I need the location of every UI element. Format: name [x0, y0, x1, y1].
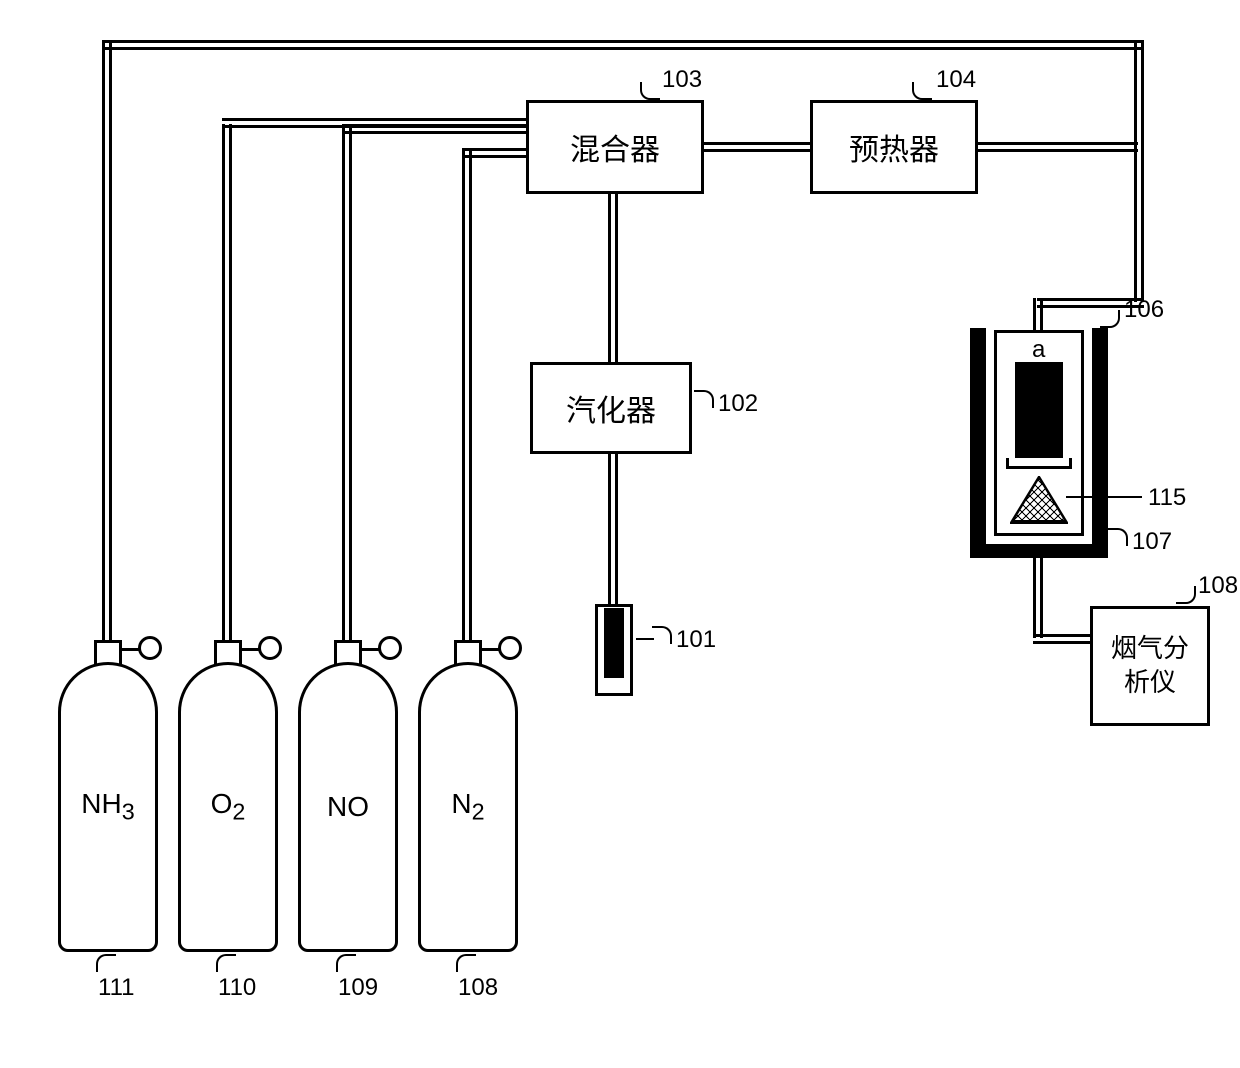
- preheater-label: 预热器: [849, 125, 939, 169]
- pipe-n2: [462, 148, 472, 642]
- support-leg-l: [1006, 458, 1009, 468]
- cyl-no-callout: [336, 954, 356, 972]
- furnace-bottom: [970, 544, 1108, 558]
- pipe-mixer-vaporizer: [608, 194, 618, 362]
- cyl-no-label: NO: [327, 791, 369, 823]
- cyl-n2-valve: [498, 636, 522, 660]
- cyl-o2-num: 110: [218, 974, 256, 1002]
- catalyst-block: [1015, 362, 1063, 458]
- pipe-to-analyzer: [1033, 634, 1091, 644]
- vaporizer-num: 102: [718, 390, 758, 418]
- support-leg-r: [1069, 458, 1072, 468]
- syringe-callout: [652, 626, 672, 644]
- pipe-reactor-out: [1033, 558, 1043, 638]
- furnace-left: [970, 328, 986, 558]
- vaporizer-box: 汽化器: [530, 362, 692, 454]
- cyl-no-valve: [378, 636, 402, 660]
- pipe-right-down: [1134, 40, 1144, 302]
- reactor-115-lead: [1066, 496, 1142, 498]
- pipe-no: [342, 124, 352, 642]
- cyl-nh3-neck: [94, 640, 122, 664]
- analyzer-label: 烟气分 析仪: [1111, 632, 1189, 700]
- diagram-canvas: 混合器 103 预热器 104 汽化器 102 101 a 106 11: [0, 0, 1240, 1068]
- cyl-nh3-label: NH3: [81, 788, 134, 826]
- syringe-num: 101: [676, 626, 716, 654]
- packing-triangle-border: [1010, 476, 1068, 524]
- mixer-callout: [640, 82, 660, 100]
- analyzer-num: 108: [1198, 572, 1238, 600]
- cyl-nh3-valve: [138, 636, 162, 660]
- pipe-top-horizontal: [102, 40, 1144, 50]
- mixer-label: 混合器: [570, 125, 660, 169]
- cyl-o2-neck: [214, 640, 242, 664]
- cyl-n2-label: N2: [451, 788, 484, 826]
- cyl-no-num: 109: [338, 974, 378, 1002]
- pipe-preheater-out: [978, 142, 1138, 152]
- cyl-nh3: NH3: [58, 662, 158, 952]
- preheater-callout: [912, 82, 932, 100]
- cyl-n2-neck: [454, 640, 482, 664]
- preheater-num: 104: [936, 66, 976, 94]
- mixer-num: 103: [662, 66, 702, 94]
- cyl-no: NO: [298, 662, 398, 952]
- pipe-nh3-vertical: [102, 40, 112, 642]
- pipe-o2: [222, 124, 232, 642]
- analyzer-callout: [1176, 586, 1196, 604]
- vaporizer-label: 汽化器: [566, 386, 656, 430]
- cyl-o2: O2: [178, 662, 278, 952]
- pipe-no-horiz: [342, 124, 526, 134]
- cyl-n2-callout: [456, 954, 476, 972]
- cyl-n2: N2: [418, 662, 518, 952]
- analyzer-box: 烟气分 析仪: [1090, 606, 1210, 726]
- support-plate: [1006, 466, 1072, 469]
- cyl-n2-num: 108: [458, 974, 498, 1002]
- pipe-into-reactor-down: [1033, 298, 1043, 332]
- cyl-nh3-callout: [96, 954, 116, 972]
- preheater-box: 预热器: [810, 100, 978, 194]
- mixer-box: 混合器: [526, 100, 704, 194]
- reactor-115: 115: [1148, 484, 1186, 512]
- reactor-106: 106: [1124, 296, 1164, 324]
- cyl-nh3-num: 111: [98, 974, 134, 1002]
- pipe-mixer-preheater: [704, 142, 810, 152]
- cyl-no-neck: [334, 640, 362, 664]
- furnace-right: [1092, 328, 1108, 558]
- reactor-107-callout: [1108, 528, 1128, 546]
- pipe-n2-horiz: [462, 148, 526, 158]
- cyl-o2-callout: [216, 954, 236, 972]
- vaporizer-callout: [694, 390, 714, 408]
- reactor-106-callout: [1100, 310, 1120, 328]
- reactor-top-label: a: [1032, 336, 1045, 364]
- pipe-vaporizer-syringe: [608, 454, 618, 604]
- reactor-107: 107: [1132, 528, 1172, 556]
- cyl-o2-label: O2: [211, 788, 246, 826]
- syringe-plunger: [604, 608, 624, 678]
- cyl-o2-valve: [258, 636, 282, 660]
